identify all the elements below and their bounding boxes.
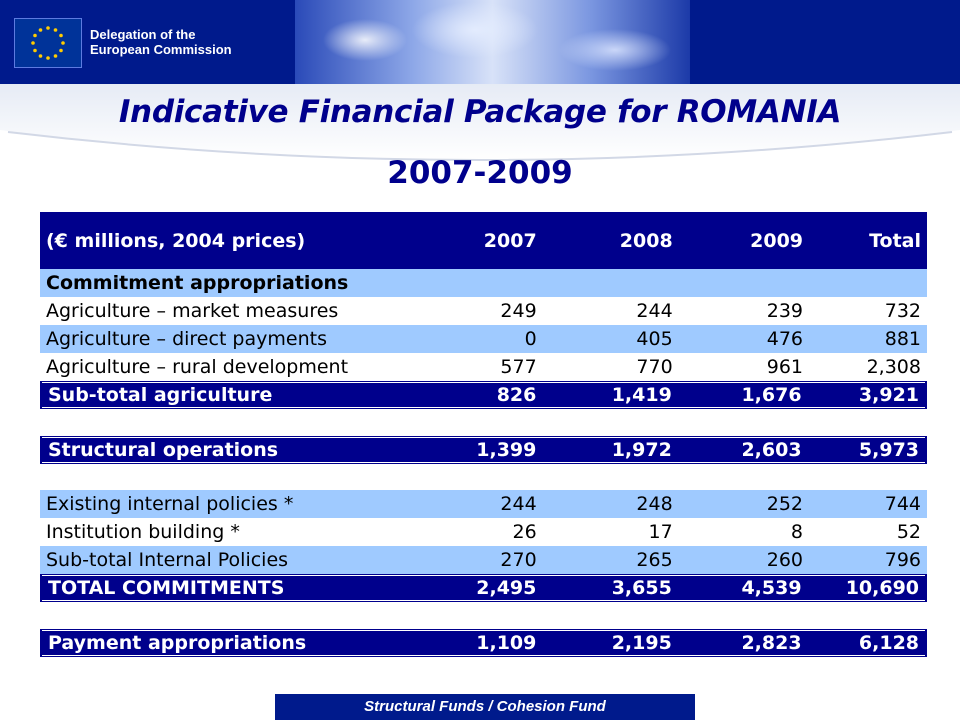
section-header-commitment: Commitment appropriations	[40, 269, 927, 297]
cell-total: 52	[896, 521, 921, 543]
cell-2008: 265	[636, 549, 673, 571]
cell-2007: 826	[496, 384, 537, 406]
cell-total: 796	[884, 549, 921, 571]
cell-2009: 2,823	[741, 632, 802, 654]
payment-appropriations-row: Payment appropriations 1,109 2,195 2,823…	[40, 629, 927, 657]
cell-total: 881	[884, 328, 921, 350]
column-header-total: Total	[869, 229, 921, 252]
cell-total: 732	[884, 300, 921, 322]
cell-total: 5,973	[858, 439, 920, 461]
subtotal-row: Sub-total agriculture 826 1,419 1,676 3,…	[40, 381, 927, 409]
cell-total: 2,308	[866, 356, 921, 378]
cell-2009: 4,539	[741, 577, 802, 599]
column-header-2008: 2008	[619, 229, 673, 252]
organization-name: Delegation of the European Commission	[90, 27, 232, 57]
row-label: Sub-total Internal Policies	[46, 549, 289, 571]
eu-flag-logo	[14, 18, 82, 68]
row-label: Payment appropriations	[48, 632, 307, 654]
row-label: Existing internal policies *	[46, 493, 294, 515]
cell-2009: 961	[766, 356, 804, 378]
organization-line-1: Delegation of the	[90, 27, 196, 42]
row-label: TOTAL COMMITMENTS	[48, 577, 285, 599]
cell-total: 6,128	[858, 632, 920, 654]
cell-2007: 0	[524, 328, 537, 350]
subtotal-row: Structural operations 1,399 1,972 2,603 …	[40, 436, 927, 464]
cell-2007: 26	[512, 521, 537, 543]
cell-2009: 476	[766, 328, 804, 350]
cell-2007: 244	[500, 493, 537, 515]
column-header-unit: (€ millions, 2004 prices)	[46, 229, 306, 252]
row-label: Agriculture – rural development	[46, 356, 349, 378]
cell-2009: 1,676	[741, 384, 802, 406]
cell-2007: 249	[500, 300, 537, 322]
cell-2008: 17	[648, 521, 673, 543]
cell-total: 744	[884, 493, 921, 515]
column-header-2007: 2007	[483, 229, 537, 252]
footer-banner: Structural Funds / Cohesion Fund	[275, 694, 695, 720]
table-row: Agriculture – rural development 577 770 …	[40, 353, 927, 381]
page-subtitle-years: 2007-2009	[387, 155, 573, 191]
table-row: Sub-total Internal Policies 270 265 260 …	[40, 546, 927, 574]
column-header-2009: 2009	[750, 229, 804, 252]
cell-2009: 252	[766, 493, 804, 515]
cell-2008: 244	[636, 300, 673, 322]
cell-2008: 1,419	[611, 384, 672, 406]
cell-2007: 1,109	[476, 632, 537, 654]
table-row: Agriculture – market measures 249 244 23…	[40, 297, 927, 325]
decorative-swoosh	[0, 84, 960, 161]
organization-line-2: European Commission	[90, 42, 232, 57]
cell-2007: 270	[500, 549, 537, 571]
cell-2008: 2,195	[611, 632, 672, 654]
section-label: Commitment appropriations	[46, 272, 349, 294]
table-row: Agriculture – direct payments 0 405 476 …	[40, 325, 927, 353]
cell-2007: 2,495	[476, 577, 537, 599]
cell-2007: 1,399	[476, 439, 537, 461]
row-label: Agriculture – direct payments	[46, 328, 327, 350]
cell-2007: 577	[500, 356, 537, 378]
row-label: Agriculture – market measures	[46, 300, 339, 322]
cell-2008: 770	[636, 356, 673, 378]
row-label: Sub-total agriculture	[48, 384, 273, 406]
total-commitments-row: TOTAL COMMITMENTS 2,495 3,655 4,539 10,6…	[40, 574, 927, 602]
cell-2009: 239	[766, 300, 804, 322]
cell-2008: 1,972	[611, 439, 672, 461]
page-title: Indicative Financial Package for ROMANIA	[118, 94, 842, 130]
cell-total: 10,690	[845, 577, 920, 599]
header-banner-image	[295, 0, 690, 84]
cell-2008: 405	[636, 328, 673, 350]
row-label: Structural operations	[48, 439, 279, 461]
cell-2009: 8	[790, 521, 804, 543]
cell-2008: 248	[636, 493, 673, 515]
table-row: Institution building * 26 17 8 52	[40, 518, 927, 546]
cell-2009: 2,603	[741, 439, 802, 461]
row-label: Institution building *	[46, 521, 240, 543]
cell-2009: 260	[766, 549, 804, 571]
table-row: Existing internal policies * 244 248 252…	[40, 490, 927, 518]
table-header-row: (€ millions, 2004 prices) 2007 2008 2009…	[40, 212, 927, 269]
cell-total: 3,921	[858, 384, 920, 406]
cell-2008: 3,655	[611, 577, 672, 599]
